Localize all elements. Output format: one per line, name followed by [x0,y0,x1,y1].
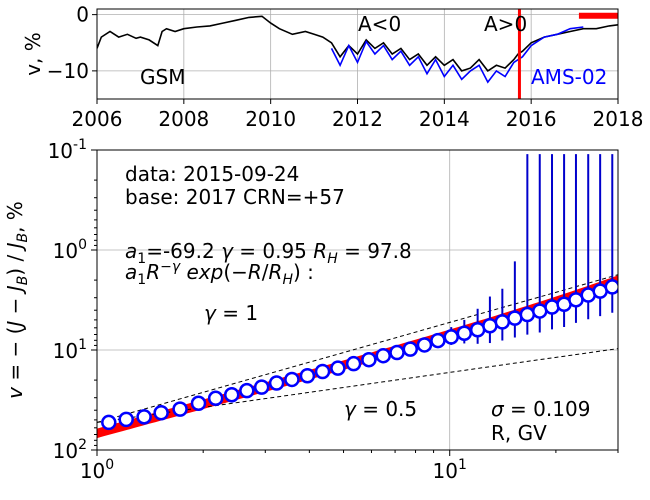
data-point [443,329,459,345]
fit-params-text: a1=-69.2 γ = 0.95 RH = 97.8 [125,239,412,267]
sigma-label: σ = 0.109 [491,397,590,421]
top-xtick-label-2014: 2014 [419,107,470,131]
top-ticks: 2006 2008 2010 2012 2014 2016 2018 0 −10 [47,3,644,131]
top-ylabel: v, % [21,32,45,76]
data-date-text: data: 2015-09-24 [125,162,299,186]
base-text: base: 2017 CRN=+57 [125,185,345,209]
data-point [519,306,536,323]
series-gsm-line [97,15,618,72]
top-xtick-label-2018: 2018 [593,107,644,131]
data-point [330,360,346,376]
bottom-plot-frame [96,149,619,451]
bottom-content [97,154,618,439]
data-point [430,332,446,349]
data-point [416,337,433,353]
top-xtick-label-2016: 2016 [506,107,557,131]
data-point [153,404,169,421]
ams-label: AMS-02 [531,65,607,89]
data-point [314,363,331,380]
bottom-xtick-label: 100 [80,457,114,483]
data-point [604,279,618,295]
bottom-ticks: 100 101 10-1 100 101 102 [48,137,619,483]
data-point [375,347,392,364]
top-panel: 2006 2008 2010 2012 2014 2016 2018 0 −10 v, % GS… [21,3,643,131]
data-point [494,314,511,330]
data-point [507,310,523,326]
data-point [136,409,152,425]
data-point [239,382,255,399]
bottom-ytick-label: 10-1 [48,137,87,163]
top-ytick-label: 0 [76,3,89,27]
data-point [299,368,316,384]
bottom-xlabel: R, GV [491,421,547,445]
a-positive-label: A>0 [484,12,527,36]
data-points [101,279,618,431]
bottom-ytick-label: 102 [53,437,87,463]
bottom-ytick-label: 101 [53,337,87,363]
data-point [207,390,224,407]
top-ytick-label: −10 [47,59,89,83]
data-point [268,375,285,391]
ref-line-gamma-1 [97,274,618,423]
data-point [402,341,419,357]
data-point [223,386,240,403]
a-negative-label: A<0 [358,12,401,36]
data-point [284,371,300,388]
fit-formula-text: a1R−γ exp(−R/RH) : [125,259,314,288]
data-point [361,351,377,368]
bottom-ylabel: v = − (J − JB) / JB, % [3,201,31,399]
gamma-1-label: γ = 1 [204,301,258,325]
top-xtick-label-2010: 2010 [245,107,296,131]
bottom-xtick-label: 101 [433,457,467,483]
top-xtick-label-2012: 2012 [332,107,383,131]
bottom-ytick-label: 100 [53,237,87,263]
top-series [97,15,618,84]
bottom-panel: 100 101 10-1 100 101 102 v = − (J − JB) / JB,… [3,137,619,483]
data-point [482,317,498,334]
data-point [101,414,117,431]
data-point [389,344,405,361]
data-point [456,325,473,342]
data-point [253,379,270,395]
series-ams-02-line [330,26,584,84]
data-point [118,411,134,428]
data-point [172,401,188,417]
bottom-plot-background [97,150,618,450]
top-xtick-label-2008: 2008 [158,107,209,131]
data-point [190,395,207,412]
gsm-label: GSM [140,65,185,89]
top-xtick-label-2006: 2006 [72,107,123,131]
gamma-05-label: γ = 0.5 [344,397,417,421]
data-point [345,355,362,372]
